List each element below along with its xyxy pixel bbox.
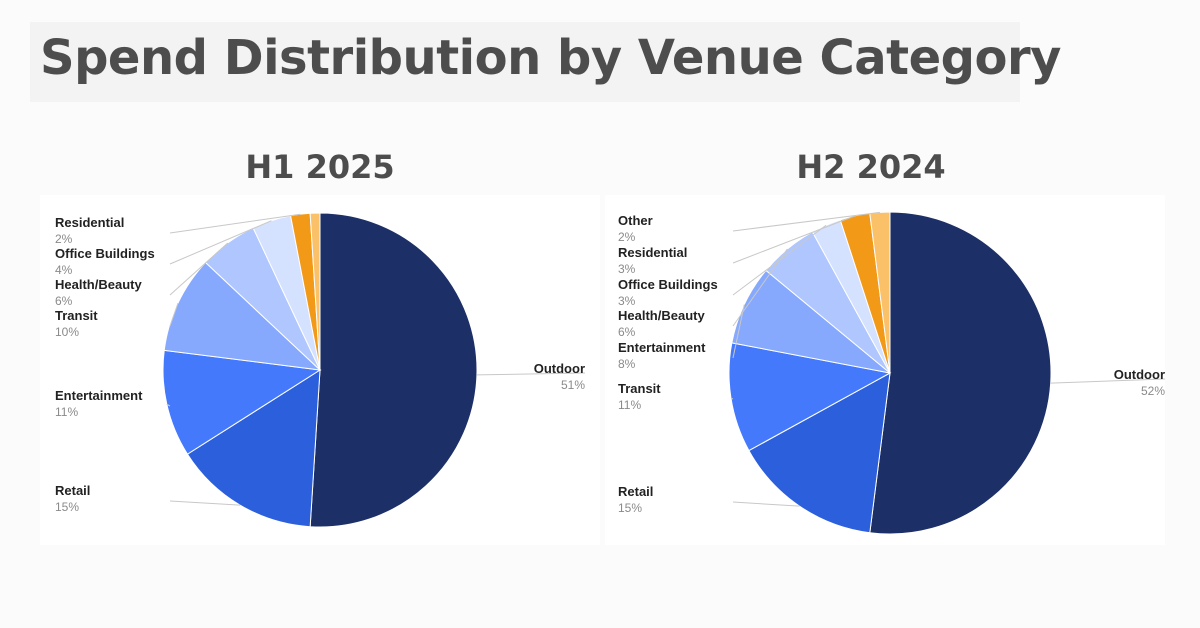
slice-label-office-buildings: Office Buildings	[55, 246, 155, 261]
slice-value-retail: 15%	[618, 501, 642, 515]
slice-label-retail: Retail	[55, 483, 90, 498]
leader-line-office-buildings	[732, 224, 827, 296]
leader-line-transit	[169, 302, 179, 327]
chart-title-h2-2024: H2 2024	[796, 148, 946, 186]
slice-label-entertainment: Entertainment	[55, 388, 143, 403]
leader-line-office-buildings	[169, 220, 272, 265]
slice-value-transit: 11%	[618, 398, 641, 412]
slice-value-health-beauty: 6%	[55, 294, 73, 308]
slice-label-outdoor: Outdoor	[534, 361, 585, 376]
slice-value-transit: 10%	[55, 325, 79, 339]
leader-line-retail	[169, 500, 241, 506]
slice-label-transit: Transit	[55, 308, 98, 323]
leader-line-entertainment	[166, 403, 171, 407]
slice-label-retail: Retail	[618, 484, 653, 499]
slice-label-entertainment: Entertainment	[618, 340, 706, 355]
pie-slice-retail	[748, 372, 891, 534]
slice-value-residential: 2%	[55, 232, 73, 246]
pie-slice-unlabeled-7	[309, 212, 321, 371]
leader-line-residential	[732, 215, 856, 264]
leader-line-residential	[169, 213, 301, 234]
slice-label-office-buildings: Office Buildings	[618, 277, 718, 292]
leader-line-health-beauty	[732, 248, 788, 327]
slice-label-health-beauty: Health/Beauty	[618, 308, 705, 323]
slice-label-transit: Transit	[618, 381, 661, 396]
slice-value-office-buildings: 3%	[618, 294, 636, 308]
slice-label-residential: Residential	[618, 245, 687, 260]
pie-h2-2024: Outdoor 52% Retail 15% Transit 11% Entertainme…	[618, 211, 1166, 535]
leader-line-outdoor	[476, 372, 586, 376]
slice-label-health-beauty: Health/Beauty	[55, 277, 142, 292]
slice-label-residential: Residential	[55, 215, 124, 230]
leader-line-outdoor	[1050, 378, 1166, 384]
slice-label-other: Other	[618, 213, 653, 228]
pie-slice-outdoor	[309, 212, 478, 528]
slice-value-outdoor: 52%	[1141, 384, 1165, 398]
leader-line-transit	[730, 397, 734, 400]
leader-line-health-beauty	[169, 242, 229, 296]
page-title: Spend Distribution by Venue Category	[40, 30, 1061, 86]
slice-value-outdoor: 51%	[561, 378, 585, 392]
title-band	[30, 22, 1020, 102]
leader-line-retail	[732, 501, 800, 507]
slice-value-residential: 3%	[618, 262, 636, 276]
chart-title-h1-2025: H1 2025	[245, 148, 395, 186]
slice-value-entertainment: 11%	[55, 405, 78, 419]
slice-label-outdoor: Outdoor	[1114, 367, 1165, 382]
pie-slice-retail	[186, 369, 321, 528]
pie-slice-outdoor	[869, 211, 1052, 535]
slice-value-health-beauty: 6%	[618, 325, 636, 339]
slice-value-retail: 15%	[55, 500, 79, 514]
pie-h1-2025: Outdoor 51% Retail 15% Entertainment 11% Trans…	[55, 212, 586, 528]
leader-line-other	[732, 211, 880, 232]
slice-value-entertainment: 8%	[618, 357, 636, 371]
slice-value-other: 2%	[618, 230, 636, 244]
slice-value-office-buildings: 4%	[55, 263, 73, 277]
